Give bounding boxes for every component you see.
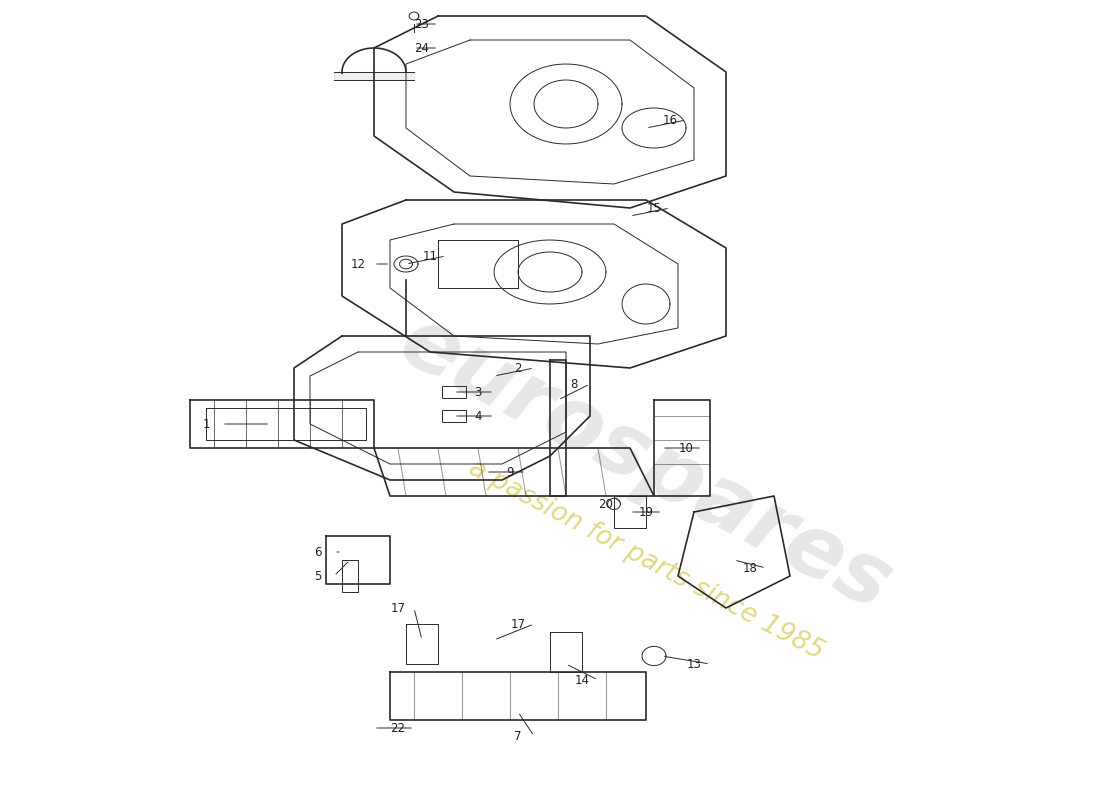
Text: 19: 19 bbox=[638, 506, 653, 518]
Text: 10: 10 bbox=[679, 442, 693, 454]
Text: 11: 11 bbox=[422, 250, 438, 262]
Text: 9: 9 bbox=[506, 466, 514, 478]
Text: 18: 18 bbox=[742, 562, 758, 574]
Text: 23: 23 bbox=[415, 18, 429, 30]
Text: 17: 17 bbox=[390, 602, 406, 614]
Text: 5: 5 bbox=[315, 570, 321, 582]
Text: 22: 22 bbox=[390, 722, 406, 734]
Text: eurospares: eurospares bbox=[386, 299, 906, 629]
Text: 8: 8 bbox=[570, 378, 578, 390]
Text: 17: 17 bbox=[510, 618, 526, 630]
Text: 16: 16 bbox=[662, 114, 678, 126]
Text: a passion for parts since 1985: a passion for parts since 1985 bbox=[464, 455, 828, 665]
Text: 20: 20 bbox=[598, 498, 614, 510]
Text: 7: 7 bbox=[515, 730, 521, 742]
Text: 14: 14 bbox=[574, 674, 590, 686]
Text: 15: 15 bbox=[647, 202, 661, 214]
Text: 2: 2 bbox=[515, 362, 521, 374]
Text: 1: 1 bbox=[202, 418, 210, 430]
Text: 12: 12 bbox=[351, 258, 365, 270]
Bar bbox=[442, 410, 466, 422]
Text: 4: 4 bbox=[474, 410, 482, 422]
Text: 13: 13 bbox=[686, 658, 702, 670]
Text: 3: 3 bbox=[474, 386, 482, 398]
Bar bbox=[442, 386, 466, 398]
Text: 24: 24 bbox=[415, 42, 429, 54]
Text: 6: 6 bbox=[315, 546, 321, 558]
